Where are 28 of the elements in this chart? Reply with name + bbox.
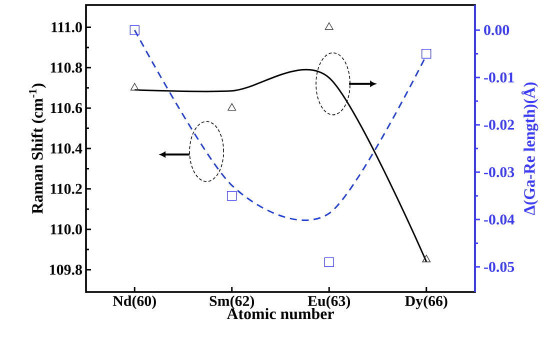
- y-tick-label: 111.0: [52, 22, 82, 32]
- x-tick-label: Eu(63): [308, 296, 350, 310]
- point: [228, 103, 236, 111]
- x-tick-label: Sm(62): [210, 296, 254, 310]
- y-tick-label: 109.8: [50, 264, 82, 275]
- y2-tick-label: -0.01: [484, 72, 514, 83]
- y2-tick-label: -0.03: [484, 167, 514, 178]
- y-tick-label: 110.8: [50, 62, 82, 73]
- point: [422, 254, 431, 262]
- y2-tick-label: -0.04: [484, 214, 514, 225]
- y-tick-label: 110.0: [50, 224, 82, 234]
- y-tick-label: 110.2: [50, 184, 82, 194]
- x-tick-label: Dy(66): [405, 296, 448, 310]
- point: [422, 48, 432, 59]
- x-axis-title: Atomic number: [226, 308, 334, 320]
- y2-axis-title: Δ(Ga-Re length)(Å): [521, 82, 538, 216]
- point: [130, 83, 139, 90]
- y2-tick-label: -0.05: [484, 262, 514, 272]
- y2-tick-label: 0.00: [484, 25, 510, 36]
- y2-tick-label: -0.02: [484, 120, 514, 130]
- point: [130, 25, 140, 35]
- point: [324, 257, 334, 267]
- point: [324, 22, 334, 30]
- y-tick-label: 110.4: [50, 143, 82, 154]
- y-tick-label: 110.6: [50, 103, 82, 114]
- y-axis-title: Raman Shift (cm$^{-1}$): [29, 84, 46, 214]
- x-tick-label: Nd(60): [112, 296, 156, 310]
- point: [227, 191, 237, 201]
